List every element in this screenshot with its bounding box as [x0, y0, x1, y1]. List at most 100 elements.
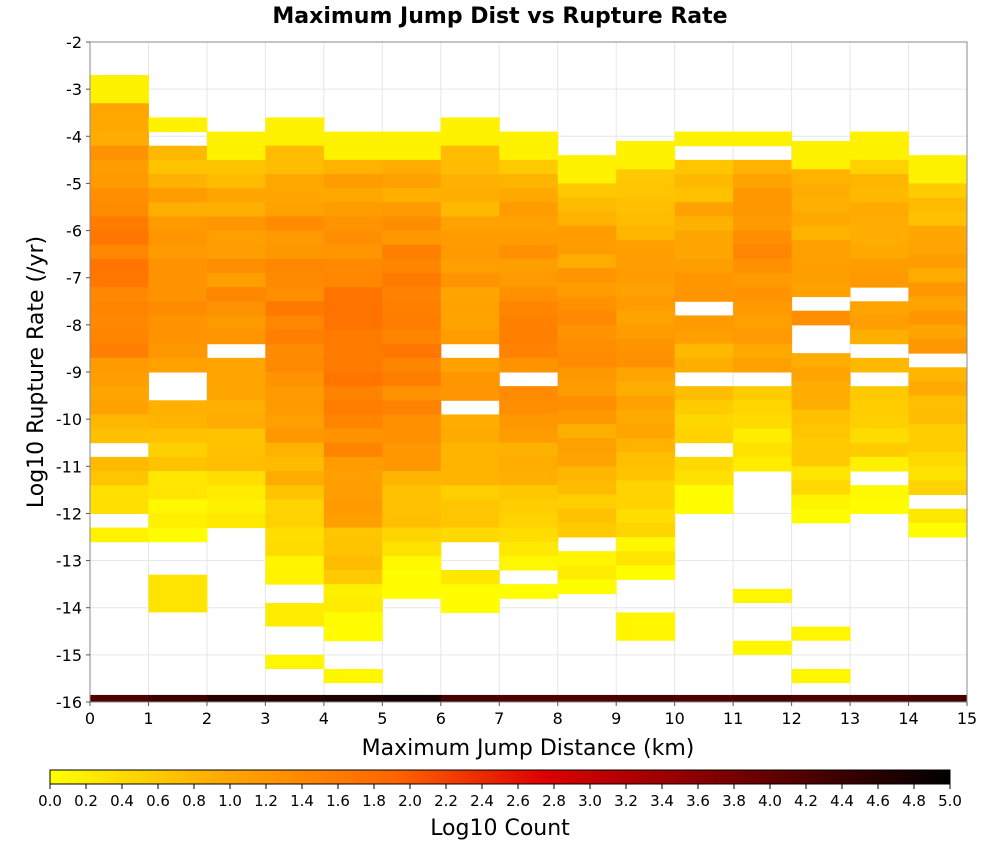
- heatmap-cell: [616, 197, 676, 213]
- heatmap-cell: [206, 386, 266, 401]
- heatmap-cell: [850, 216, 910, 232]
- y-tick-label: -7: [66, 269, 82, 288]
- heatmap-cell: [499, 584, 559, 599]
- heatmap-cell: [90, 145, 149, 161]
- heatmap-cell: [323, 626, 383, 642]
- heatmap-cell: [557, 169, 617, 184]
- heatmap-cell: [148, 428, 208, 444]
- heatmap-cell: [148, 258, 208, 274]
- heatmap-cell: [850, 301, 910, 316]
- heatmap-cell: [616, 169, 676, 184]
- bottom-strip-cell: [90, 694, 149, 702]
- heatmap-cell: [908, 438, 968, 453]
- heatmap-cell: [791, 310, 851, 326]
- heatmap-cell: [382, 230, 442, 246]
- heatmap-cell: [323, 244, 383, 260]
- heatmap-cell: [850, 315, 910, 331]
- heatmap-cell: [265, 343, 325, 359]
- heatmap-cell: [265, 329, 325, 345]
- heatmap-cell: [557, 324, 617, 340]
- y-tick-label: -2: [66, 33, 82, 52]
- y-tick-label: -4: [66, 127, 82, 146]
- bottom-strip-cell: [908, 694, 968, 702]
- heatmap-cell: [148, 216, 208, 232]
- heatmap-cell: [382, 555, 442, 571]
- heatmap-cell: [382, 343, 442, 359]
- heatmap-cell: [265, 258, 325, 274]
- heatmap-cell: [616, 466, 676, 481]
- heatmap-cell: [148, 287, 208, 302]
- heatmap-cell: [323, 584, 383, 599]
- heatmap-cell: [440, 456, 500, 472]
- heatmap-cell: [148, 357, 208, 373]
- heatmap-cell: [616, 367, 676, 382]
- heatmap-cell: [323, 273, 383, 288]
- heatmap-cell: [733, 159, 793, 175]
- heatmap-cell: [791, 626, 851, 641]
- heatmap-cell: [265, 244, 325, 260]
- heatmap-cell: [440, 372, 500, 387]
- heatmap-cell: [616, 381, 676, 397]
- heatmap-cell: [733, 588, 793, 603]
- heatmap-cell: [382, 131, 442, 147]
- heatmap-cell: [148, 527, 208, 543]
- heatmap-cell: [499, 230, 559, 246]
- colorbar-tick-label: 2.6: [506, 792, 530, 810]
- heatmap-cell: [791, 409, 851, 425]
- heatmap-cells: [90, 75, 968, 684]
- colorbar-tick-label: 2.8: [542, 792, 566, 810]
- heatmap-cell: [499, 471, 559, 486]
- heatmap-cell: [265, 499, 325, 514]
- heatmap-cell: [440, 301, 500, 316]
- heatmap-cell: [733, 273, 793, 288]
- colorbar-tick-label: 3.6: [686, 792, 710, 810]
- heatmap-cell: [323, 216, 383, 232]
- heatmap-cell: [90, 131, 149, 147]
- heatmap-cell: [265, 400, 325, 415]
- heatmap-cell: [791, 240, 851, 255]
- heatmap-cell: [440, 485, 500, 500]
- heatmap-cell: [674, 174, 734, 189]
- heatmap-cell: [557, 183, 617, 199]
- heatmap-cell: [616, 565, 676, 580]
- heatmap-cell: [791, 353, 851, 368]
- heatmap-cell: [616, 438, 676, 453]
- heatmap-cell: [382, 513, 442, 529]
- heatmap-cell: [616, 268, 676, 283]
- heatmap-cell: [382, 527, 442, 543]
- x-tick-label: 8: [553, 709, 563, 728]
- heatmap-cell: [90, 216, 149, 232]
- bottom-strip-cell: [557, 694, 617, 702]
- heatmap-cell: [90, 343, 149, 359]
- heatmap-cell: [499, 216, 559, 232]
- heatmap-cell: [382, 287, 442, 302]
- heatmap-cell: [499, 386, 559, 401]
- heatmap-cell: [733, 188, 793, 203]
- heatmap-cell: [733, 287, 793, 302]
- heatmap-cell: [908, 452, 968, 467]
- heatmap-cell: [791, 183, 851, 199]
- heatmap-cell: [908, 225, 968, 241]
- heatmap-cell: [674, 428, 734, 444]
- heatmap-cell: [440, 584, 500, 599]
- heatmap-cell: [323, 414, 383, 430]
- heatmap-cell: [206, 301, 266, 316]
- heatmap-cell: [323, 485, 383, 500]
- heatmap-cell: [265, 202, 325, 217]
- heatmap-cell: [733, 414, 793, 430]
- chart-title: Maximum Jump Dist vs Rupture Rate: [272, 4, 727, 29]
- heatmap-cell: [382, 174, 442, 189]
- y-tick-label: -8: [66, 316, 82, 335]
- heatmap-cell: [499, 428, 559, 444]
- heatmap-cell: [382, 456, 442, 472]
- heatmap-cell: [206, 216, 266, 232]
- heatmap-cell: [265, 570, 325, 585]
- heatmap-cell: [791, 669, 851, 684]
- heatmap-cell: [499, 414, 559, 430]
- heatmap-cell: [557, 381, 617, 397]
- heatmap-cell: [616, 225, 676, 241]
- colorbar-tick-label: 2.2: [434, 792, 458, 810]
- heatmap-cell: [323, 315, 383, 331]
- heatmap-cell: [499, 400, 559, 415]
- heatmap-cell: [557, 522, 617, 538]
